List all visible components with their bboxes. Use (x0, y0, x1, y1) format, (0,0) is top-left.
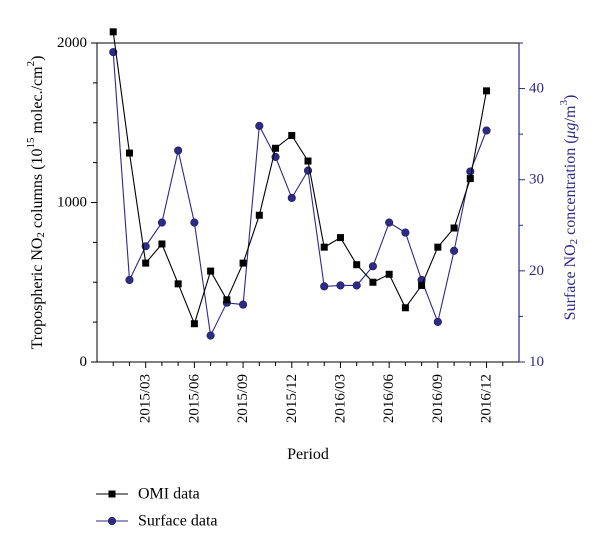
point-omi (434, 243, 442, 251)
point-surface (190, 218, 199, 227)
point-surface (336, 281, 345, 290)
x-tick-label: 2016/09 (430, 374, 446, 423)
point-omi (207, 267, 215, 275)
legend-marker-surface (107, 516, 117, 526)
point-omi (353, 261, 361, 269)
point-omi (418, 281, 426, 289)
point-omi (272, 144, 280, 152)
y-right-tick-label: 20 (529, 263, 544, 279)
point-surface (255, 121, 264, 130)
point-surface (466, 167, 475, 176)
point-omi (369, 278, 377, 286)
plot-frame (96, 42, 520, 363)
y-left-tick-label: 0 (80, 354, 88, 370)
point-omi (483, 87, 491, 95)
point-surface (125, 275, 134, 285)
y-left-axis-title: Tropospheric NO2 columns (1015 molec./cm… (25, 56, 47, 350)
legend: OMI data Surface data (96, 486, 218, 530)
point-omi (288, 132, 296, 140)
point-omi (336, 234, 344, 242)
x-tick-label: 2015/12 (284, 374, 300, 423)
y-right-tick-label: 40 (529, 81, 544, 97)
point-omi (158, 240, 166, 248)
y-left-tick-label: 1000 (57, 195, 87, 211)
point-surface (109, 48, 118, 57)
point-omi (320, 243, 328, 251)
point-omi (223, 296, 231, 304)
legend-label-surface: Surface data (138, 513, 218, 530)
x-axis-title: Period (287, 446, 329, 463)
x-tick-label: 2016/03 (332, 374, 348, 423)
x-tick-label: 2016/06 (381, 374, 397, 424)
point-omi (142, 259, 150, 267)
point-omi (174, 280, 182, 288)
point-omi (239, 259, 247, 267)
point-surface (368, 262, 377, 271)
point-omi (385, 270, 393, 278)
y-right-tick-label: 30 (529, 172, 544, 188)
y-right-axis-title: Surface NO2 concentration (μg/m3) (558, 95, 580, 321)
point-surface (174, 146, 183, 155)
series-line-omi (112, 31, 488, 326)
y-left-tick-label: 2000 (57, 35, 87, 51)
point-surface (239, 300, 248, 309)
point-omi (466, 175, 474, 183)
point-omi (401, 304, 409, 312)
point-omi (190, 320, 198, 328)
point-surface (320, 282, 329, 291)
point-surface (157, 218, 166, 227)
point-surface (482, 126, 491, 135)
legend-label-omi: OMI data (138, 486, 200, 503)
x-tick-label: 2015/03 (138, 374, 154, 423)
point-omi (304, 157, 312, 165)
point-omi (125, 149, 133, 157)
x-tick-label: 2016/12 (479, 374, 495, 423)
point-surface (352, 281, 361, 290)
point-surface (206, 331, 215, 340)
point-surface (287, 193, 296, 202)
point-surface (433, 317, 442, 326)
y-right-tick-label: 10 (529, 354, 544, 370)
point-omi (109, 28, 117, 36)
axes: 2015/03 2015/06 2015/09 2015/12 2016/03 2016/… (25, 35, 580, 463)
point-omi (450, 224, 458, 232)
point-omi (255, 211, 263, 219)
x-tick-label: 2015/06 (186, 374, 202, 424)
point-surface (385, 218, 394, 227)
point-surface (450, 246, 459, 255)
x-tick-label: 2015/09 (235, 374, 251, 423)
series-line-surface (112, 52, 488, 338)
legend-marker-omi (108, 490, 116, 498)
plot-area (109, 28, 491, 340)
point-surface (401, 228, 410, 237)
